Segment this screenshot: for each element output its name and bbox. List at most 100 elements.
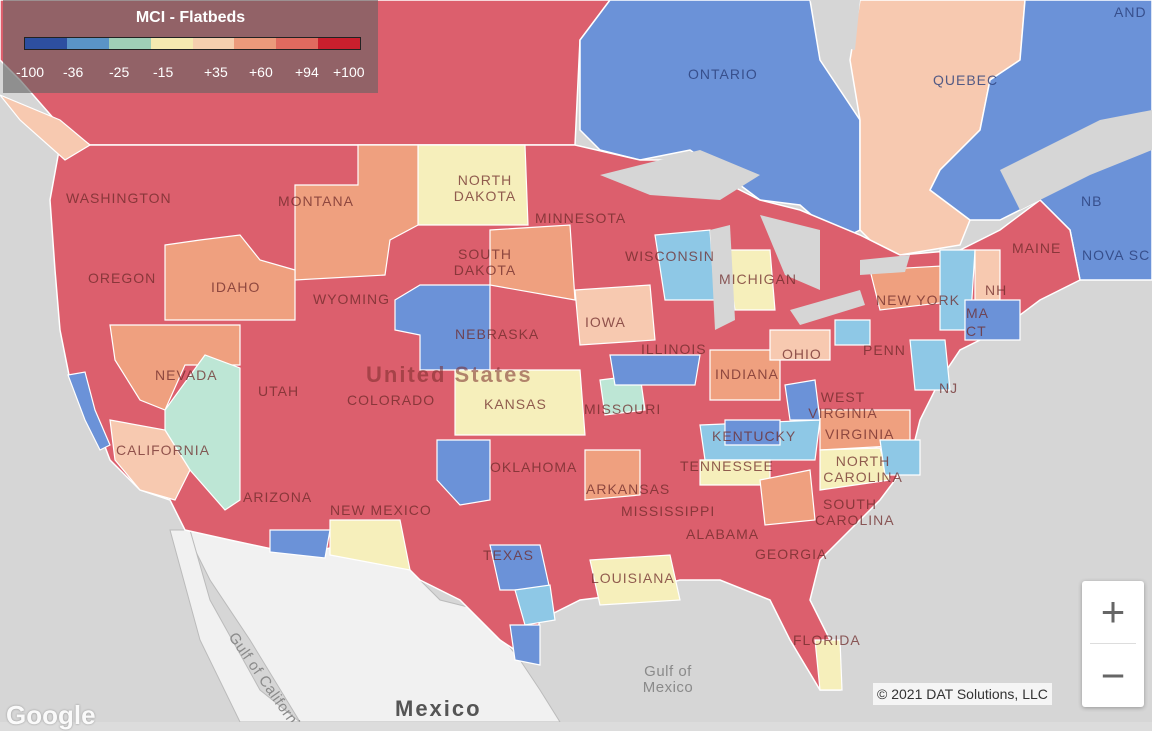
region-arkansas-s [584,449,641,501]
label-quebec: QUEBEC [933,72,999,88]
legend-tick: -25 [109,64,130,80]
lake-superior [600,150,760,200]
region-florida-s [814,639,843,691]
region-nc-east [879,439,921,476]
label-state: MONTANA [278,193,354,209]
label-state: SOUTH CAROLINA [815,496,895,528]
label-state: OHIO [782,346,822,362]
region-iowa [574,284,656,346]
region-north-carolina [819,447,891,491]
legend-swatch [234,38,277,49]
label-state: MISSOURI [584,401,662,417]
label-state: NEW YORK [876,292,960,308]
legend-tick: -15 [153,64,174,80]
region-oklahoma-w [436,439,491,506]
baja-california [169,529,301,722]
lake-michigan [710,225,735,330]
label-state: MINNESOTA [535,210,627,226]
lake-ontario [860,255,910,275]
label-state: WISCONSIN [625,248,715,264]
label-state: NEVADA [155,367,218,383]
region-illinois-b [609,354,701,386]
region-indiana [709,349,781,401]
legend-title: MCI - Flatbeds [135,9,246,26]
label-state: IDAHO [211,279,261,295]
label-state: WYOMING [313,291,390,307]
label-state: NEBRASKA [455,326,540,342]
region-new-mexico-s [329,519,411,571]
zoom-out-button[interactable]: − [1100,652,1126,699]
region-wa-coast [0,94,92,161]
region-sd-east [489,224,576,301]
legend-swatch [192,38,235,49]
label-mexico: Mexico [395,696,482,721]
label-state: MAINE [1012,240,1062,256]
label-state: CALIFORNIA [116,442,211,458]
label-state: NEW MEXICO [330,502,432,518]
hudson-bay-area [810,0,860,50]
legend-swatch [318,38,360,49]
label-state: INDIANA [715,366,779,382]
label-ontario: ONTARIO [688,66,758,82]
legend-swatch [108,38,151,49]
label-state: UTAH [258,383,300,399]
legend-tick: +35 [204,64,228,80]
legend-tick: +60 [249,64,273,80]
label-state: COLORADO [347,392,436,408]
label-gulf-of-mexico: Gulf of Mexico [642,663,694,696]
label-state: NORTH CAROLINA [823,453,903,485]
label-state: NJ [939,380,959,396]
legend-swatch [25,38,67,49]
label-united-states: United States [366,362,533,387]
label-state: WEST VIRGINIA [808,389,878,421]
legend-swatch [150,38,193,49]
label-state: ALABAMA [686,526,760,542]
legend-tick: -36 [63,64,84,80]
label-state: LOUISIANA [591,570,675,586]
st-lawrence [1000,110,1152,210]
label-state: VIRGINIA [825,426,895,442]
lake-huron [760,215,820,290]
region-arizona-s [269,529,331,559]
region-georgia-n [759,469,816,526]
label-state: OREGON [88,270,157,286]
region-oregon-east [109,324,241,411]
legend-color-scale [24,37,361,50]
region-ca-coast [67,371,111,451]
region-louisiana [589,554,681,606]
label-state: SOUTH DAKOTA [453,246,517,278]
lake-erie [790,290,865,325]
zoom-in-button[interactable]: + [1100,588,1126,635]
label-state: MICHIGAN [719,271,797,287]
region-idaho [164,234,296,321]
region-pa-west [834,319,871,346]
label-nova-scotia: NOVA SC [1082,247,1151,263]
region-atlantic [929,0,1152,281]
region-nj [909,339,951,391]
label-state: WASHINGTON [66,190,172,206]
label-state: TENNESSEE [680,458,774,474]
label-state: ARKANSAS [586,481,671,497]
region-california-s [109,419,191,501]
region-ma [964,299,1021,341]
legend-swatch [66,38,109,49]
label-state: MISSISSIPPI [621,503,716,519]
zoom-control: + − [1082,581,1144,707]
label-state: KANSAS [484,396,547,412]
legend-tick: +94 [295,64,319,80]
label-state: ARIZONA [243,489,313,505]
zoom-divider [1090,643,1136,644]
region-montana-east [294,144,419,281]
label-nb: NB [1081,193,1103,209]
copyright-text: © 2021 DAT Solutions, LLC [873,683,1052,705]
region-kansas [454,369,586,436]
region-ohio [769,329,831,361]
label-state: FLORIDA [793,632,861,648]
label-state: KENTUCKY [712,428,797,444]
label-state: ILLINOIS [641,341,707,357]
label-state: MA [966,305,989,321]
region-texas-south [509,624,541,666]
google-logo[interactable]: Google [6,700,96,730]
